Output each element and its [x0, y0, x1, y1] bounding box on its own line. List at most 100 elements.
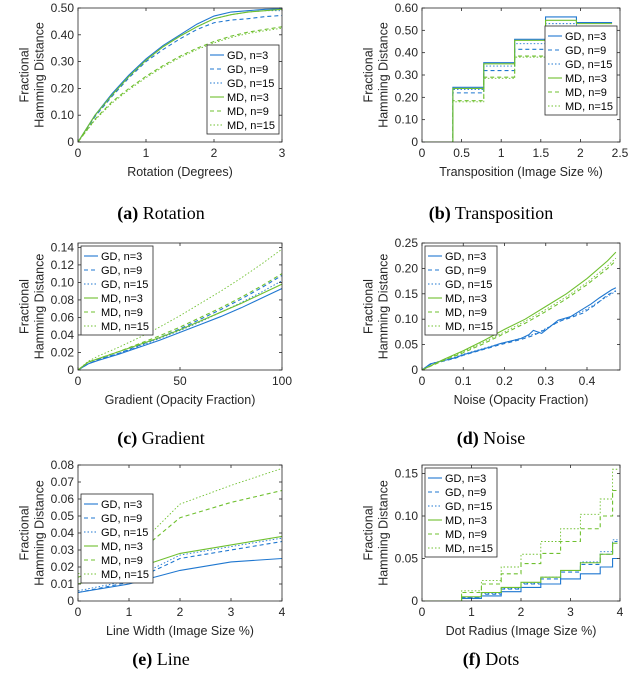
x-axis-label: Gradient (Opacity Fraction)	[105, 393, 256, 407]
legend-entry: GD, n=3	[101, 499, 142, 511]
legend-entry: GD, n=9	[101, 513, 142, 525]
y-axis-label: Fractional Hamming Distance	[362, 480, 391, 586]
y-axis-label: Fractional Hamming Distance	[362, 22, 391, 128]
legend-entry: GD, n=9	[101, 265, 142, 277]
chart-panel-e: 0 1 2 3 400.010.020.030.040.050.060.070.08Li…	[18, 458, 286, 670]
legend-entry: MD, n=3	[445, 293, 487, 305]
panel-caption-text: Dots	[481, 649, 520, 669]
panel-caption-text: Transposition	[451, 203, 554, 223]
x-tick-label: 100	[272, 374, 292, 388]
y-axis-label: Fractional Hamming Distance	[362, 254, 391, 360]
y-axis-label-line: Hamming Distance	[33, 22, 47, 128]
x-tick-label: 0	[75, 605, 82, 619]
x-tick-label: 0	[419, 146, 426, 160]
legend-entry: MD, n=15	[445, 543, 493, 555]
y-tick-label: 0.04	[51, 328, 75, 342]
y-tick-label: 0.30	[51, 55, 75, 69]
x-tick-label: 0.2	[496, 374, 513, 388]
panel-caption: (e) Line	[132, 649, 189, 670]
y-tick-label: 0.20	[395, 261, 419, 275]
series-line-gd-n-3	[78, 557, 282, 594]
series-line-md-n-9	[422, 260, 617, 370]
y-tick-label: 0.10	[51, 275, 75, 289]
y-axis-label-line: Hamming Distance	[377, 480, 391, 586]
y-axis-label-line: Hamming Distance	[33, 254, 47, 360]
legend-box	[424, 467, 498, 558]
y-axis-label: Fractional Hamming Distance	[18, 254, 47, 360]
legend-box	[80, 245, 154, 336]
panel-caption-text: Gradient	[137, 428, 204, 448]
panel-caption-text: Noise	[479, 428, 526, 448]
legend-entry: GD, n=15	[565, 59, 612, 71]
legend-entry: MD, n=15	[101, 569, 149, 581]
y-axis-label-line: Fractional	[362, 279, 376, 334]
y-tick-label: 0.12	[51, 258, 75, 272]
panel-letter: (b)	[429, 203, 451, 224]
legend-box	[80, 493, 154, 584]
y-axis-label-line: Fractional	[18, 506, 32, 561]
y-tick-label: 0.05	[51, 509, 75, 523]
x-tick-label: 1	[126, 605, 133, 619]
legend-entry: GD, n=9	[445, 265, 486, 277]
series-line-gd-n-3	[422, 557, 618, 601]
legend-entry: MD, n=9	[445, 307, 487, 319]
y-axis-label-line: Hamming Distance	[377, 22, 391, 128]
y-tick-label: 0.03	[51, 543, 75, 557]
legend-entry: MD, n=15	[445, 321, 493, 333]
y-tick-label: 0	[67, 363, 74, 377]
x-axis-label: Rotation (Degrees)	[127, 165, 233, 179]
x-tick-label: 4	[279, 605, 286, 619]
panel-caption: (d) Noise	[457, 428, 526, 449]
x-tick-label: 4	[617, 605, 624, 619]
legend-entry: MD, n=9	[227, 106, 269, 118]
y-tick-label: 0.40	[51, 28, 75, 42]
plot-frame	[421, 242, 621, 371]
legend-box	[206, 44, 280, 135]
series-line-md-n-9	[78, 273, 282, 370]
panel-caption-text: Line	[152, 649, 190, 669]
panel-letter: (c)	[117, 428, 137, 449]
y-axis-label-line: Fractional	[18, 279, 32, 334]
series-line-md-n-3	[78, 8, 282, 142]
legend: GD, n=3 GD, n=9 GD, n=15 MD, n=3 MD, n=9 MD, …	[80, 245, 154, 336]
series-line-md-n-9	[422, 489, 618, 601]
y-tick-label: 0	[67, 594, 74, 608]
x-tick-label: 0.4	[579, 374, 596, 388]
legend-entry: GD, n=15	[101, 279, 148, 291]
legend-entry: GD, n=15	[227, 78, 274, 90]
y-tick-label: 0	[411, 363, 418, 377]
series-line-md-n-3	[422, 251, 617, 370]
x-axis-label: Dot Radius (Image Size %)	[446, 624, 597, 638]
series-line-gd-n-9	[78, 540, 282, 594]
chart-panel-d: 0 0.1 0.2 0.3 0.4 0 0.05 0.10 0.15 0.20 0.25 Noise …	[362, 236, 621, 449]
x-tick-label: 0	[75, 146, 82, 160]
panel-letter: (d)	[457, 428, 479, 449]
y-tick-label: 0.25	[395, 236, 419, 250]
y-tick-label: 0.20	[395, 90, 419, 104]
legend-entry: GD, n=3	[227, 50, 268, 62]
series-line-md-n-15	[78, 27, 282, 142]
x-tick-label: 3	[228, 605, 235, 619]
x-tick-label: 3	[279, 146, 286, 160]
series-line-gd-n-15	[78, 537, 282, 592]
chart-panel-a: 0 1 2 3 0 0.10 0.20 0.30 0.40 0.50 Rotation (Degre…	[18, 1, 286, 224]
series-line-md-n-3	[422, 542, 618, 601]
x-axis-label: Noise (Opacity Fraction)	[454, 393, 589, 407]
x-tick-label: 2	[518, 605, 525, 619]
y-tick-label: 0.06	[51, 310, 75, 324]
y-tick-label: 0.01	[51, 577, 75, 591]
legend-entry: MD, n=9	[445, 529, 487, 541]
legend-entry: GD, n=3	[445, 251, 486, 263]
y-tick-label: 0.08	[51, 458, 75, 472]
series-line-md-n-15	[422, 468, 618, 601]
legend-entry: MD, n=15	[227, 120, 275, 132]
x-tick-label: 0	[75, 374, 82, 388]
y-tick-label: 0.10	[395, 312, 419, 326]
legend-entry: GD, n=9	[445, 487, 486, 499]
legend: GD, n=3 GD, n=9 GD, n=15 MD, n=3 MD, n=9 MD, …	[424, 467, 498, 558]
legend: GD, n=3 GD, n=9 GD, n=15 MD, n=3 MD, n=9 MD, …	[544, 25, 618, 116]
plot-frame	[77, 7, 283, 143]
y-tick-label: 0.10	[51, 108, 75, 122]
legend-entry: GD, n=3	[445, 473, 486, 485]
series-line-md-n-9	[78, 26, 282, 142]
